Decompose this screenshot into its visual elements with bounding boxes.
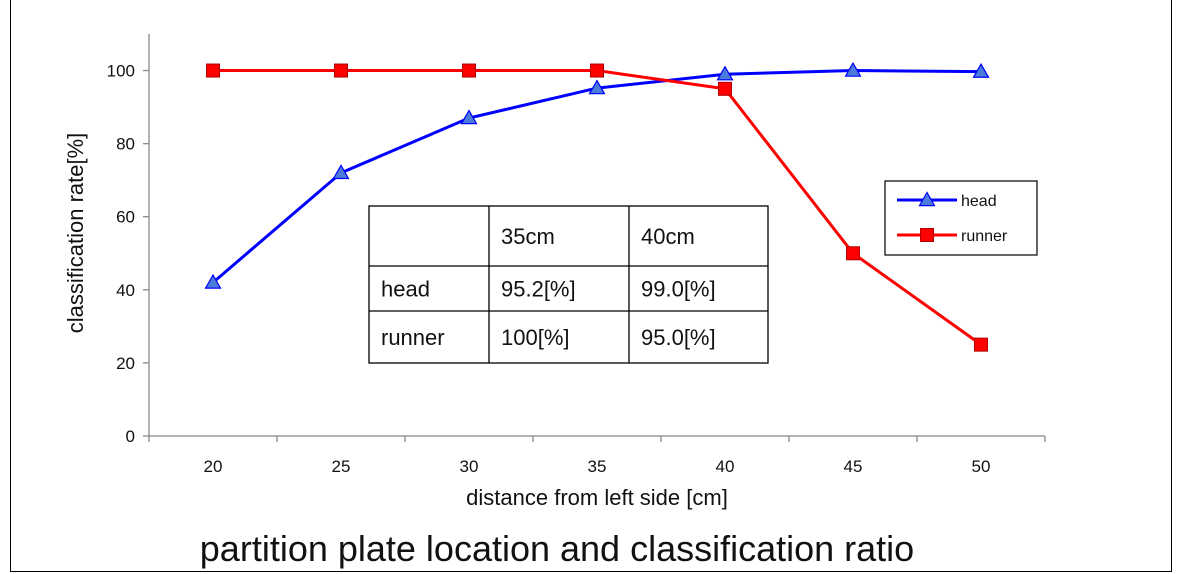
data-point-head (972, 62, 990, 78)
data-point-head (588, 79, 606, 95)
y-tick-label: 60 (116, 208, 135, 227)
table-cell: 95.0[%] (641, 325, 716, 350)
y-tick-label: 100 (107, 62, 135, 81)
data-point-runner (974, 337, 988, 352)
table-cell: 100[%] (501, 325, 570, 350)
legend-box (884, 180, 1038, 256)
legend-label-runner: runner (961, 228, 1008, 245)
figure-caption: partition plate location and classificat… (200, 528, 914, 569)
legend-marker-runner (920, 228, 934, 242)
x-tick-label: 40 (716, 457, 735, 476)
data-point-head (460, 109, 478, 125)
data-point-runner (846, 246, 860, 261)
table-cell: head (381, 277, 430, 302)
table-cell: 95.2[%] (501, 277, 576, 302)
legend-marker-head (918, 191, 936, 207)
x-tick-label: 25 (332, 457, 351, 476)
data-point-runner (718, 81, 732, 96)
y-axis-label: classification rate[%] (63, 133, 88, 334)
table-cell: runner (381, 325, 445, 350)
x-tick-group: 20 25 30 35 40 45 50 (148, 436, 1046, 476)
data-point-head (332, 164, 350, 180)
y-tick-group: 0 20 40 60 80 100 (107, 62, 149, 446)
chart-frame (10, 0, 1172, 572)
data-point-runner (206, 63, 220, 78)
data-point-runner (334, 63, 348, 78)
table-header-cell: 40cm (641, 224, 695, 249)
data-point-head (204, 273, 222, 289)
plot-axes (148, 34, 1045, 437)
x-tick-label: 20 (204, 457, 223, 476)
x-tick-label: 35 (588, 457, 607, 476)
legend-label-head: head (961, 193, 997, 210)
y-tick-label: 0 (126, 427, 135, 446)
x-axis-label: distance from left side [cm] (466, 485, 728, 510)
data-point-head (716, 65, 734, 81)
table-cell: 99.0[%] (641, 277, 716, 302)
data-point-runner (590, 63, 604, 78)
data-point-head (844, 61, 862, 77)
series-markers (204, 61, 990, 352)
table-header-cell: 35cm (501, 224, 555, 249)
x-tick-label: 30 (460, 457, 479, 476)
x-tick-label: 50 (972, 457, 991, 476)
y-tick-label: 40 (116, 281, 135, 300)
y-tick-label: 20 (116, 354, 135, 373)
y-tick-label: 80 (116, 135, 135, 154)
legend: head runner (884, 180, 1038, 256)
data-point-runner (462, 63, 476, 78)
x-tick-label: 45 (844, 457, 863, 476)
summary-table: 35cm 40cm head 95.2[%] 99.0[%] runner 100[%] 95… (368, 205, 769, 364)
table-border (368, 205, 769, 364)
